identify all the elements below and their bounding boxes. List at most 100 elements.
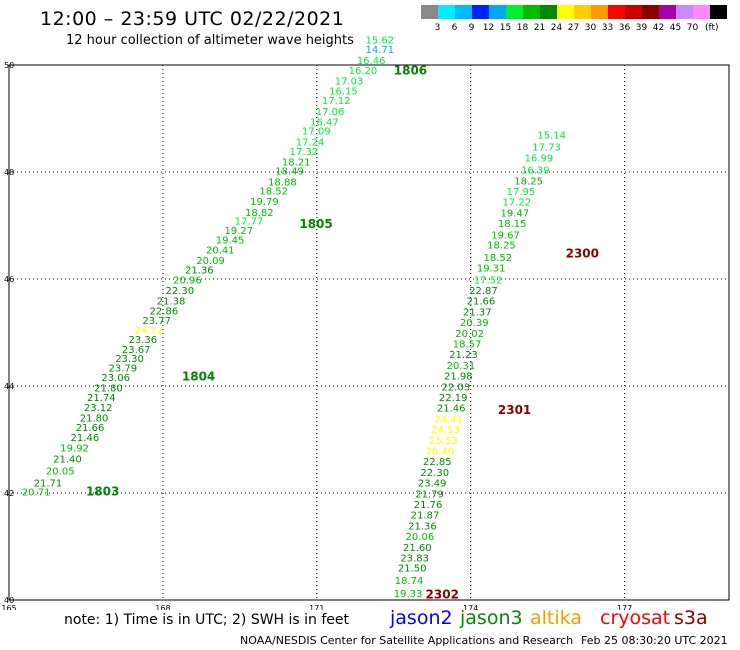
swh-value: 17.95 bbox=[507, 187, 536, 198]
swh-value: 20.31 bbox=[447, 361, 476, 372]
swh-value: 19.47 bbox=[500, 208, 529, 219]
x-tick-label: 174 bbox=[463, 604, 478, 610]
legend-unit: (ft) bbox=[705, 23, 719, 33]
legend-tick-label: 70 bbox=[686, 23, 699, 33]
swh-value: 18.52 bbox=[484, 253, 513, 264]
swh-value: 21.74 bbox=[87, 393, 116, 404]
swh-value: 15.62 bbox=[366, 36, 395, 47]
swh-value: 21.71 bbox=[34, 479, 63, 490]
swh-value: 18.21 bbox=[282, 158, 311, 169]
swh-value: 19.45 bbox=[216, 236, 245, 247]
swh-value: 21.46 bbox=[437, 404, 466, 415]
swh-value: 17.12 bbox=[322, 96, 351, 107]
swh-value: 17.73 bbox=[532, 143, 561, 154]
footer-timestamp: Feb 25 08:30:20 UTC 2021 bbox=[581, 634, 728, 647]
swh-value: 20.09 bbox=[196, 256, 225, 267]
legend-tick-label: 12 bbox=[482, 23, 495, 33]
swh-value: 22.30 bbox=[420, 468, 449, 479]
map-frame bbox=[8, 64, 730, 601]
pass-time-label: 2302 bbox=[426, 587, 459, 601]
pass-time-label: 2300 bbox=[566, 247, 599, 261]
legend-swatch bbox=[710, 5, 727, 19]
swh-value: 23.12 bbox=[84, 403, 113, 414]
legend-swatch bbox=[506, 5, 523, 19]
legend-tick-label: 15 bbox=[499, 23, 512, 33]
swh-value: 19.27 bbox=[224, 226, 253, 237]
legend-tick-label: 45 bbox=[669, 23, 682, 33]
swh-value: 21.66 bbox=[467, 297, 496, 308]
legend-swatch bbox=[693, 5, 710, 19]
legend-swatch bbox=[659, 5, 676, 19]
swh-value: 18.52 bbox=[259, 186, 288, 197]
swh-value: 20.06 bbox=[406, 532, 435, 543]
pass-time-label: 1803 bbox=[86, 485, 119, 499]
y-tick-label: 40 bbox=[4, 596, 14, 605]
swh-value: 21.80 bbox=[80, 413, 109, 424]
satellite-altika: altika bbox=[530, 607, 582, 629]
swh-value: 17.09 bbox=[302, 127, 331, 138]
swh-value: 21.38 bbox=[157, 297, 186, 308]
x-tick-label: 171 bbox=[309, 604, 324, 610]
swh-value: 16.46 bbox=[357, 56, 386, 67]
legend-tick-label: 33 bbox=[601, 23, 614, 33]
swh-value: 21.66 bbox=[76, 423, 105, 434]
swh-value: 15.14 bbox=[537, 130, 566, 141]
swh-value: 16.20 bbox=[349, 66, 378, 77]
swh-value: 16.39 bbox=[521, 166, 550, 177]
swh-value: 17.32 bbox=[290, 147, 319, 158]
swh-value: 23.83 bbox=[400, 553, 429, 564]
swh-value: 23.30 bbox=[115, 354, 144, 365]
swh-value: 25.53 bbox=[429, 436, 458, 447]
swh-value: 21.23 bbox=[449, 350, 478, 361]
swh-value: 20.71 bbox=[22, 488, 51, 499]
legend-swatch bbox=[574, 5, 591, 19]
swh-value: 23.49 bbox=[418, 479, 447, 490]
swh-value: 18.15 bbox=[498, 219, 527, 230]
swh-value: 21.46 bbox=[71, 433, 100, 444]
x-tick-label: 165 bbox=[1, 604, 16, 610]
y-tick-label: 46 bbox=[4, 275, 14, 284]
swh-value: 20.05 bbox=[46, 466, 75, 477]
swh-value: 21.50 bbox=[398, 564, 427, 575]
swh-value: 18.25 bbox=[514, 176, 543, 187]
page-title: 12:00 – 23:59 UTC 02/22/2021 bbox=[40, 8, 345, 30]
swh-value: 20.41 bbox=[206, 245, 235, 256]
swh-value: 21.79 bbox=[415, 489, 444, 500]
legend-tick-label: 39 bbox=[635, 23, 648, 33]
swh-value: 20.02 bbox=[455, 329, 484, 340]
x-tick-label: 168 bbox=[155, 604, 170, 610]
swh-value: 22.86 bbox=[150, 306, 179, 317]
satellite-cryosat: cryosat bbox=[600, 607, 671, 629]
pass-time-label: 1806 bbox=[394, 64, 427, 78]
swh-value: 17.24 bbox=[296, 137, 325, 148]
swh-value: 14.71 bbox=[366, 45, 395, 56]
legend-tick-label: 9 bbox=[468, 23, 475, 33]
legend-tick-label: 3 bbox=[434, 23, 441, 33]
swh-value: 23.77 bbox=[142, 316, 171, 327]
legend-tick-label: 42 bbox=[652, 23, 665, 33]
swh-value: 22.19 bbox=[439, 393, 468, 404]
satellite-jason2: jason2 bbox=[390, 607, 453, 629]
legend-tick-label: 21 bbox=[533, 23, 546, 33]
legend-swatch bbox=[591, 5, 608, 19]
swh-value: 19.79 bbox=[250, 197, 279, 208]
y-tick-label: 48 bbox=[4, 168, 14, 177]
swh-value: 21.76 bbox=[414, 500, 443, 511]
swh-value: 21.36 bbox=[408, 521, 437, 532]
x-tick-label: 177 bbox=[617, 604, 632, 610]
swh-value: 16.47 bbox=[310, 117, 339, 128]
swh-value: 19.31 bbox=[477, 264, 506, 275]
swh-value: 20.96 bbox=[173, 275, 202, 286]
swh-value: 21.87 bbox=[411, 511, 440, 522]
swh-value: 17.06 bbox=[316, 107, 345, 118]
swh-value: 23.79 bbox=[109, 364, 138, 375]
swh-value: 21.98 bbox=[444, 372, 473, 383]
legend-swatch bbox=[472, 5, 489, 19]
swh-value: 22.87 bbox=[469, 286, 498, 297]
pass-time-label: 1805 bbox=[299, 217, 332, 231]
legend-swatch bbox=[540, 5, 557, 19]
legend-swatch bbox=[625, 5, 642, 19]
swh-value: 22.30 bbox=[165, 286, 194, 297]
swh-value: 18.82 bbox=[245, 208, 274, 219]
swh-value: 26.40 bbox=[426, 446, 455, 457]
